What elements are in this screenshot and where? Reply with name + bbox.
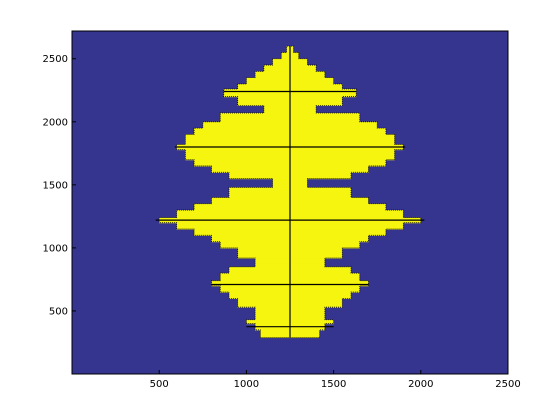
x-tick-label: 2500 [495,379,520,390]
y-tick-label: 2000 [43,117,68,128]
y-tick-label: 1500 [43,180,68,191]
x-tick-label: 1500 [321,379,346,390]
x-tick-label: 1000 [234,379,259,390]
x-tick-label: 500 [150,379,169,390]
x-axis: 500 1000 1500 2000 2500 [150,370,521,390]
axes-frame [71,30,509,375]
y-tick-label: 500 [49,306,68,317]
x-tick-label: 2000 [408,379,433,390]
y-tick-label: 1000 [43,243,68,254]
y-tick-label: 2500 [43,54,68,65]
y-axis: 500 1000 1500 2000 2500 [43,54,76,317]
